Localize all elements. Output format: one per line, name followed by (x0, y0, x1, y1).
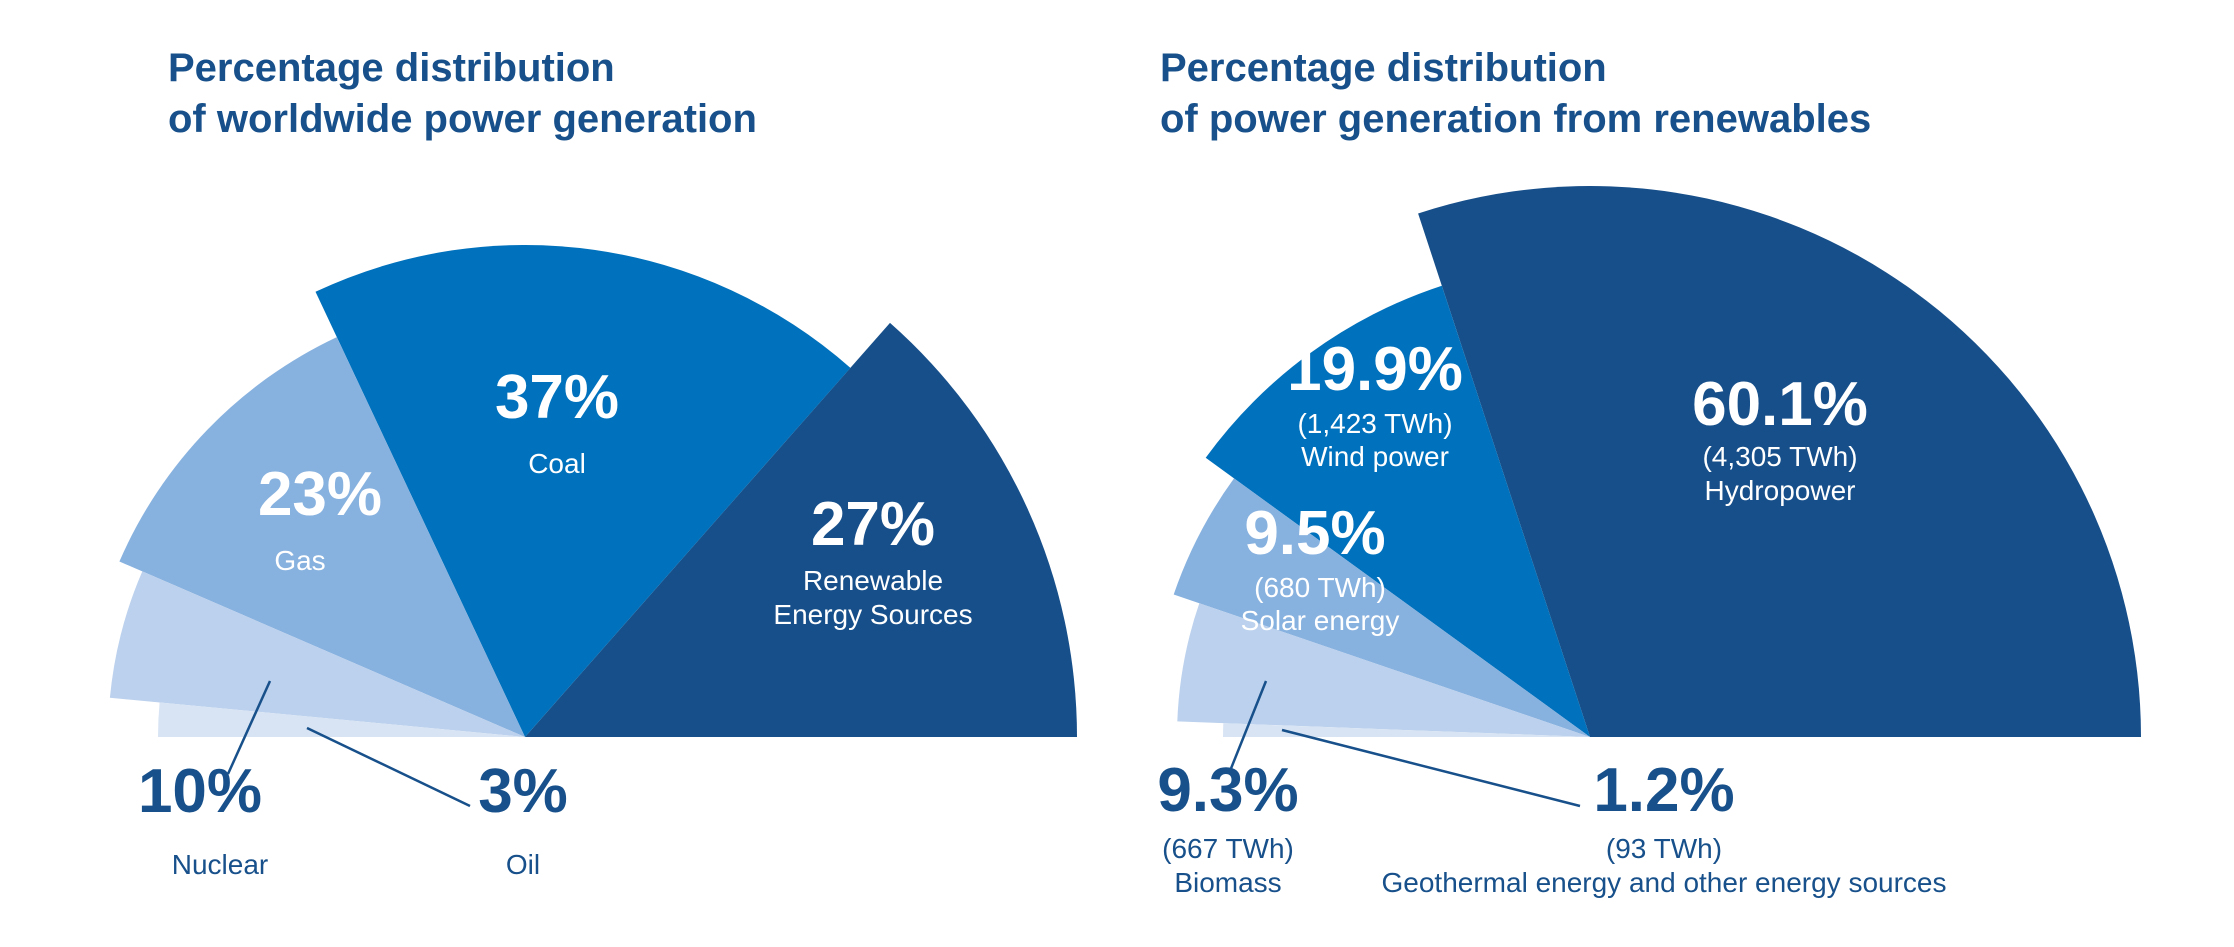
chart1-pct-renewable-energy-sources: 27% (811, 490, 935, 559)
chart1-slice-gas (119, 337, 526, 737)
chart1-leader-oil (306, 726, 471, 808)
chart1-pct-nuclear: 10% (138, 757, 262, 826)
chart1-slice-renewable-energy-sources (525, 322, 1077, 737)
chart2-leader-geothermal-energy-and-other-energy-sources (1281, 728, 1581, 808)
chart2-leader-biomass (1228, 680, 1268, 772)
chart1-label-oil-1: Oil (506, 849, 540, 880)
chart1-label-nuclear-1: Nuclear (172, 849, 268, 880)
chart1-label-coal-1: Coal (528, 448, 586, 479)
chart2-title-line1: Percentage distribution (1160, 46, 1607, 90)
chart1-leader-nuclear (226, 680, 272, 775)
chart1-pct-gas: 23% (258, 460, 382, 529)
chart1-title-line2: of worldwide power generation (168, 97, 757, 141)
chart1-label-renewable-energy-sources-2: Energy Sources (773, 599, 972, 630)
chart2-slice-hydropower (1418, 185, 2141, 737)
chart1-label-gas-1: Gas (274, 545, 325, 576)
chart2-slice-solar-energy (1173, 478, 1590, 737)
chart2-label-hydropower-2: Hydropower (1705, 475, 1856, 506)
chart1-label-renewable-energy-sources-1: Renewable (803, 565, 943, 596)
chart2-label-wind-power-1: (1,423 TWh) (1297, 408, 1452, 439)
chart2-label-geothermal-energy-and-other-energy-sources-1: (93 TWh) (1606, 833, 1722, 864)
chart2-title: Percentage distribution of power generat… (1160, 43, 1871, 145)
chart2-pct-wind-power: 19.9% (1287, 335, 1463, 404)
chart2-pct-hydropower: 60.1% (1692, 370, 1868, 439)
chart1-pct-coal: 37% (495, 363, 619, 432)
chart1-slice-nuclear (109, 571, 526, 737)
chart2-slice-biomass (1177, 603, 1590, 737)
chart2-pct-geothermal-energy-and-other-energy-sources: 1.2% (1593, 756, 1734, 825)
chart2-label-solar-energy-1: (680 TWh) (1254, 572, 1386, 603)
chart2-pie: 60.1%(4,305 TWh)Hydropower 19.9% (1,423 TW… (1157, 185, 2141, 898)
chart2-pct-biomass: 9.3% (1157, 756, 1298, 825)
chart2-label-biomass-2: Biomass (1174, 867, 1281, 898)
chart2-slice-wind-power (1205, 285, 1590, 737)
chart2-label-geothermal-energy-and-other-energy-sources-2: Geothermal energy and other energy sourc… (1382, 867, 1947, 898)
chart1-slice-coal (315, 244, 851, 737)
chart2-title-line2: of power generation from renewables (1160, 97, 1872, 141)
chart2-pct-solar-energy: 9.5% (1244, 499, 1385, 568)
chart1-title: Percentage distribution of worldwide pow… (168, 43, 757, 145)
chart2-slice-geothermal-energy-and-other-energy-sources (1223, 723, 1590, 737)
chart1-title-line1: Percentage distribution (168, 46, 615, 90)
chart2-label-wind-power-2: Wind power (1301, 441, 1449, 472)
chart1-pct-oil: 3% (478, 757, 568, 826)
chart2-label-solar-energy-2: Solar energy (1241, 605, 1400, 636)
chart2-label-hydropower-1: (4,305 TWh) (1702, 441, 1857, 472)
chart2-label-biomass-1: (667 TWh) (1162, 833, 1294, 864)
